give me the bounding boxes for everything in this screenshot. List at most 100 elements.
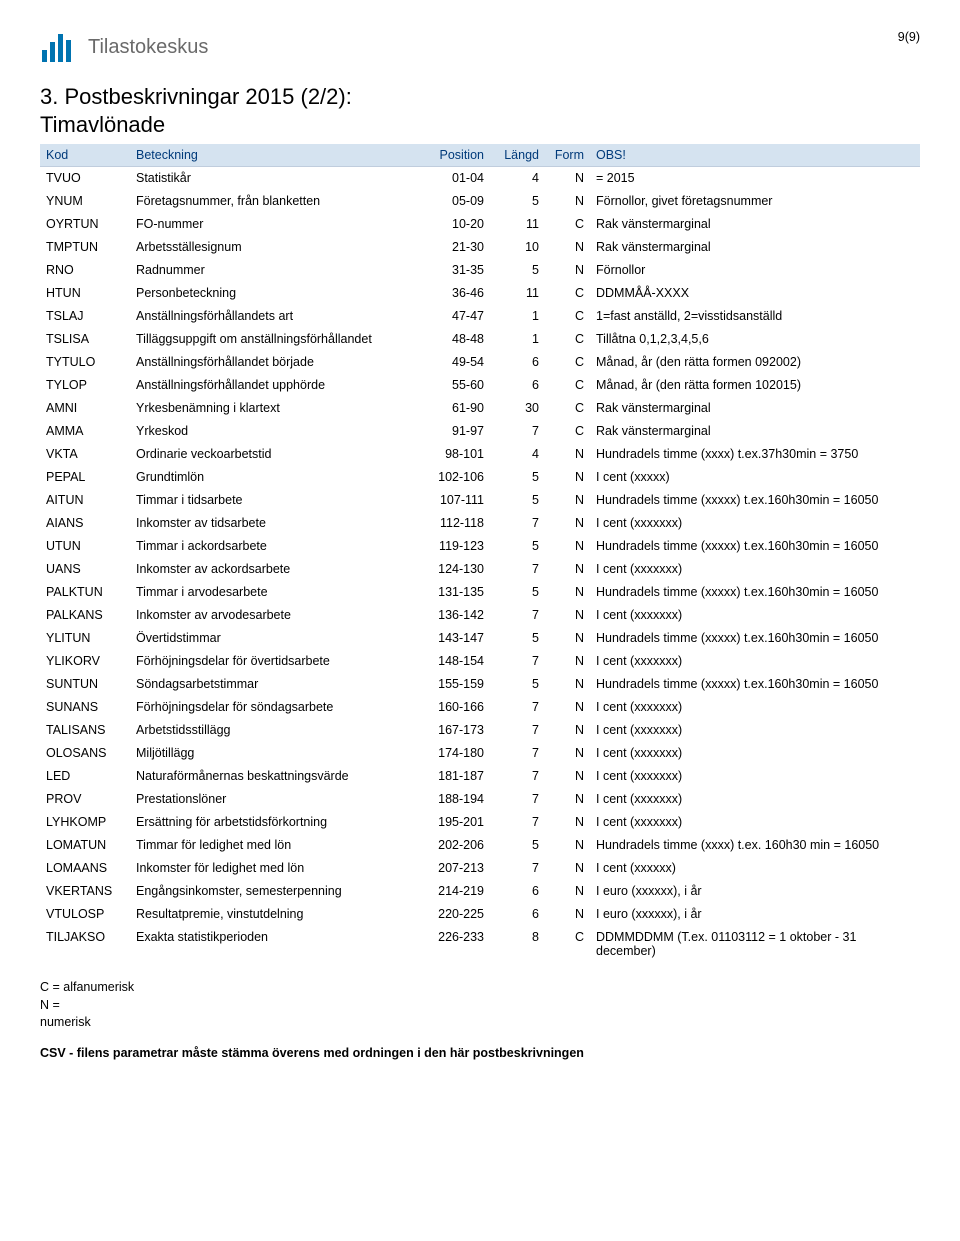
table-cell: 5 xyxy=(490,673,545,696)
page-number: 9(9) xyxy=(898,30,920,44)
table-row: TSLAJAnställningsförhållandets art47-471… xyxy=(40,305,920,328)
table-cell: Yrkeskod xyxy=(130,420,420,443)
table-cell: 7 xyxy=(490,512,545,535)
table-cell: I cent (xxxxxxx) xyxy=(590,811,920,834)
table-cell: Rak vänstermarginal xyxy=(590,213,920,236)
table-cell: 220-225 xyxy=(420,903,490,926)
table-cell: 6 xyxy=(490,374,545,397)
table-cell: 5 xyxy=(490,259,545,282)
table-cell: Hundradels timme (xxxxx) t.ex.160h30min … xyxy=(590,581,920,604)
table-cell: 207-213 xyxy=(420,857,490,880)
table-row: YLIKORVFörhöjningsdelar för övertidsarbe… xyxy=(40,650,920,673)
table-cell: 7 xyxy=(490,558,545,581)
table-cell: 202-206 xyxy=(420,834,490,857)
table-cell: N xyxy=(545,581,590,604)
table-cell: N xyxy=(545,673,590,696)
table-row: VTULOSPResultatpremie, vinstutdelning220… xyxy=(40,903,920,926)
table-row: RNORadnummer31-355NFörnollor xyxy=(40,259,920,282)
table-row: TYLOPAnställningsförhållandet upphörde55… xyxy=(40,374,920,397)
table-cell: C xyxy=(545,420,590,443)
table-cell: 61-90 xyxy=(420,397,490,420)
table-cell: I cent (xxxxxxx) xyxy=(590,650,920,673)
table-cell: I cent (xxxxxxx) xyxy=(590,512,920,535)
table-cell: 21-30 xyxy=(420,236,490,259)
table-row: PEPALGrundtimlön102-1065NI cent (xxxxx) xyxy=(40,466,920,489)
table-cell: N xyxy=(545,259,590,282)
table-cell: 226-233 xyxy=(420,926,490,963)
table-cell: FO-nummer xyxy=(130,213,420,236)
table-row: YNUMFöretagsnummer, från blanketten05-09… xyxy=(40,190,920,213)
table-cell: N xyxy=(545,788,590,811)
table-cell: Timmar i arvodesarbete xyxy=(130,581,420,604)
legend: C = alfanumerisk N = numerisk xyxy=(40,979,920,1032)
table-cell: 7 xyxy=(490,650,545,673)
table-cell: AMNI xyxy=(40,397,130,420)
table-cell: N xyxy=(545,765,590,788)
table-cell: Ordinarie veckoarbetstid xyxy=(130,443,420,466)
table-cell: 155-159 xyxy=(420,673,490,696)
table-row: AMMAYrkeskod91-977CRak vänstermarginal xyxy=(40,420,920,443)
brand-text: Tilastokeskus xyxy=(88,36,208,59)
table-cell: I cent (xxxxxx) xyxy=(590,857,920,880)
table-cell: 5 xyxy=(490,535,545,558)
table-cell: 7 xyxy=(490,719,545,742)
page-title: 3. Postbeskrivningar 2015 (2/2): xyxy=(40,84,920,110)
table-cell: I euro (xxxxxx), i år xyxy=(590,903,920,926)
table-cell: DDMMDDMM (T.ex. 01103112 = 1 oktober - 3… xyxy=(590,926,920,963)
table-row: LEDNaturaförmånernas beskattningsvärde18… xyxy=(40,765,920,788)
table-cell: Månad, år (den rätta formen 102015) xyxy=(590,374,920,397)
table-row: TSLISATilläggsuppgift om anställningsför… xyxy=(40,328,920,351)
table-cell: UANS xyxy=(40,558,130,581)
table-cell: TALISANS xyxy=(40,719,130,742)
table-cell: Exakta statistikperioden xyxy=(130,926,420,963)
table-cell: VTULOSP xyxy=(40,903,130,926)
table-row: LOMATUNTimmar för ledighet med lön202-20… xyxy=(40,834,920,857)
table-cell: N xyxy=(545,236,590,259)
table-cell: PALKANS xyxy=(40,604,130,627)
table-cell: VKERTANS xyxy=(40,880,130,903)
table-cell: Månad, år (den rätta formen 092002) xyxy=(590,351,920,374)
table-row: SUNANSFörhöjningsdelar för söndagsarbete… xyxy=(40,696,920,719)
table-cell: 55-60 xyxy=(420,374,490,397)
table-cell: = 2015 xyxy=(590,167,920,190)
table-cell: Radnummer xyxy=(130,259,420,282)
table-cell: 5 xyxy=(490,489,545,512)
table-row: VKERTANSEngångsinkomster, semesterpennin… xyxy=(40,880,920,903)
table-cell: N xyxy=(545,880,590,903)
table-row: TILJAKSOExakta statistikperioden226-2338… xyxy=(40,926,920,963)
table-cell: 7 xyxy=(490,811,545,834)
table-cell: OLOSANS xyxy=(40,742,130,765)
table-cell: Hundradels timme (xxxx) t.ex.37h30min = … xyxy=(590,443,920,466)
table-cell: Hundradels timme (xxxx) t.ex. 160h30 min… xyxy=(590,834,920,857)
table-cell: Miljötillägg xyxy=(130,742,420,765)
table-row: SUNTUNSöndagsarbetstimmar155-1595NHundra… xyxy=(40,673,920,696)
th-form: Form xyxy=(545,144,590,167)
table-cell: Timmar i tidsarbete xyxy=(130,489,420,512)
table-cell: I cent (xxxxxxx) xyxy=(590,696,920,719)
table-cell: Inkomster för ledighet med lön xyxy=(130,857,420,880)
table-cell: I cent (xxxxxxx) xyxy=(590,742,920,765)
table-cell: Grundtimlön xyxy=(130,466,420,489)
legend-line-n2: numerisk xyxy=(40,1014,920,1032)
table-cell: 5 xyxy=(490,466,545,489)
table-cell: LOMATUN xyxy=(40,834,130,857)
table-cell: Hundradels timme (xxxxx) t.ex.160h30min … xyxy=(590,627,920,650)
table-cell: 102-106 xyxy=(420,466,490,489)
table-cell: 7 xyxy=(490,742,545,765)
table-cell: C xyxy=(545,351,590,374)
table-cell: 10 xyxy=(490,236,545,259)
table-cell: PEPAL xyxy=(40,466,130,489)
table-cell: UTUN xyxy=(40,535,130,558)
table-cell: 160-166 xyxy=(420,696,490,719)
table-cell: 01-04 xyxy=(420,167,490,190)
table-cell: I cent (xxxxx) xyxy=(590,466,920,489)
table-cell: 5 xyxy=(490,581,545,604)
table-cell: C xyxy=(545,926,590,963)
table-cell: Övertidstimmar xyxy=(130,627,420,650)
table-cell: Arbetstidsstillägg xyxy=(130,719,420,742)
table-cell: 8 xyxy=(490,926,545,963)
table-cell: Inkomster av arvodesarbete xyxy=(130,604,420,627)
table-cell: N xyxy=(545,742,590,765)
table-cell: 136-142 xyxy=(420,604,490,627)
table-cell: 4 xyxy=(490,167,545,190)
